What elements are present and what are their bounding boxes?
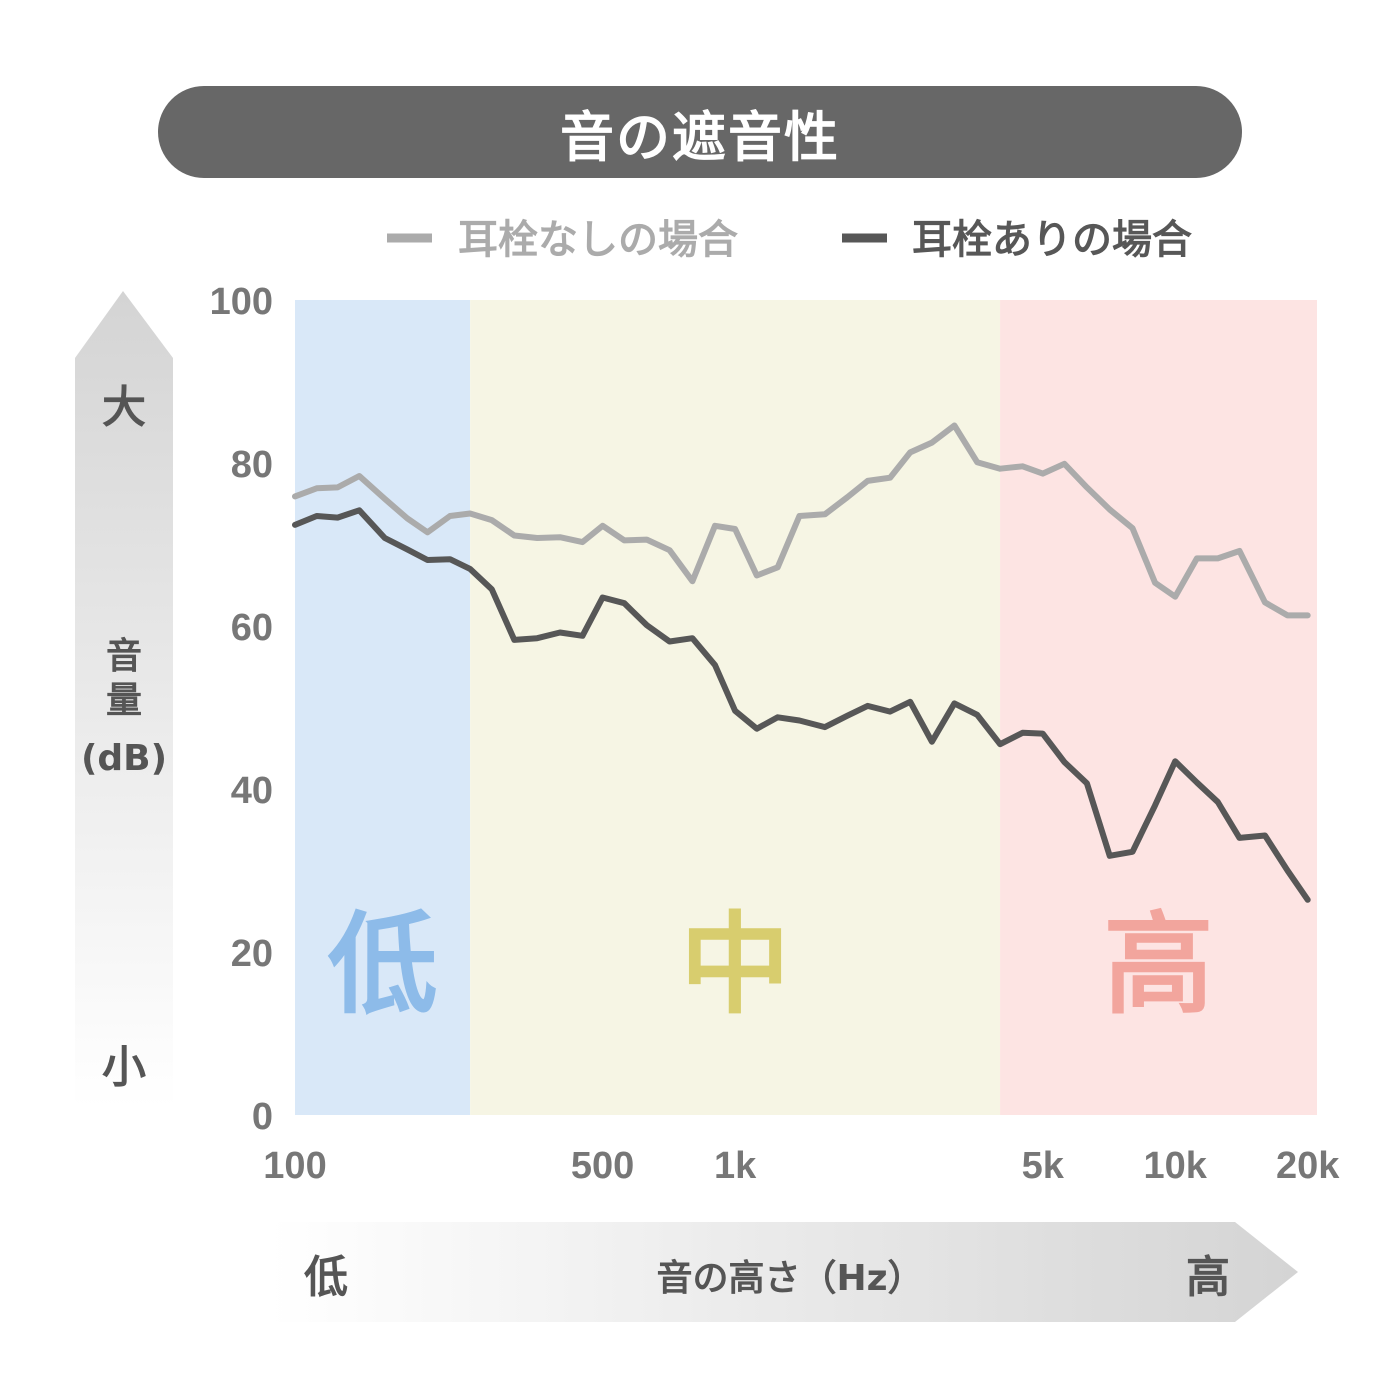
band-labels: 低中高 [328, 901, 1214, 1029]
series-line-with [292, 507, 1311, 903]
pitch-low-label: 低 [304, 1252, 348, 1303]
volume-title-line2: 量 [106, 680, 142, 721]
x-tick-label: 1k [714, 1145, 757, 1187]
band-label-low: 低 [328, 901, 438, 1029]
band-high [1000, 300, 1317, 1115]
legend-label-with: 耳栓ありの場合 [912, 217, 1192, 263]
x-tick-label: 100 [263, 1145, 326, 1187]
legend: 耳栓なしの場合 耳栓ありの場合 [387, 217, 1192, 263]
band-label-mid: 中 [680, 901, 790, 1029]
x-axis-ticks: 100 500 1k 5k 10k 20k [263, 1145, 1340, 1187]
pitch-arrow [270, 1222, 1298, 1322]
volume-title-line3: (dB) [81, 738, 167, 779]
pitch-high-label: 高 [1186, 1252, 1230, 1303]
y-tick-label: 80 [231, 444, 273, 486]
pitch-title: 音の高さ（Hz） [656, 1258, 923, 1299]
chart-title: 音の遮音性 [560, 105, 840, 169]
y-tick-label: 20 [231, 933, 273, 975]
frequency-bands [295, 300, 1317, 1115]
x-tick-label: 20k [1276, 1145, 1340, 1187]
x-tick-label: 10k [1143, 1145, 1207, 1187]
series-line-without [292, 422, 1311, 619]
y-tick-label: 40 [231, 770, 273, 812]
y-tick-label: 60 [231, 607, 273, 649]
volume-low-label: 小 [102, 1042, 146, 1093]
legend-label-without: 耳栓なしの場合 [458, 217, 738, 263]
volume-high-label: 大 [102, 382, 146, 433]
title-banner: 音の遮音性 [158, 86, 1242, 178]
volume-arrow [75, 291, 173, 1108]
series-lines [292, 422, 1311, 903]
x-tick-label: 5k [1022, 1145, 1065, 1187]
x-tick-label: 500 [571, 1145, 634, 1187]
y-axis-ticks: 0 20 40 60 80 100 [210, 281, 273, 1138]
band-label-high: 高 [1104, 901, 1214, 1029]
y-tick-label: 100 [210, 281, 273, 323]
volume-title-line1: 音 [106, 636, 142, 677]
y-tick-label: 0 [252, 1096, 273, 1138]
band-low [295, 300, 471, 1115]
